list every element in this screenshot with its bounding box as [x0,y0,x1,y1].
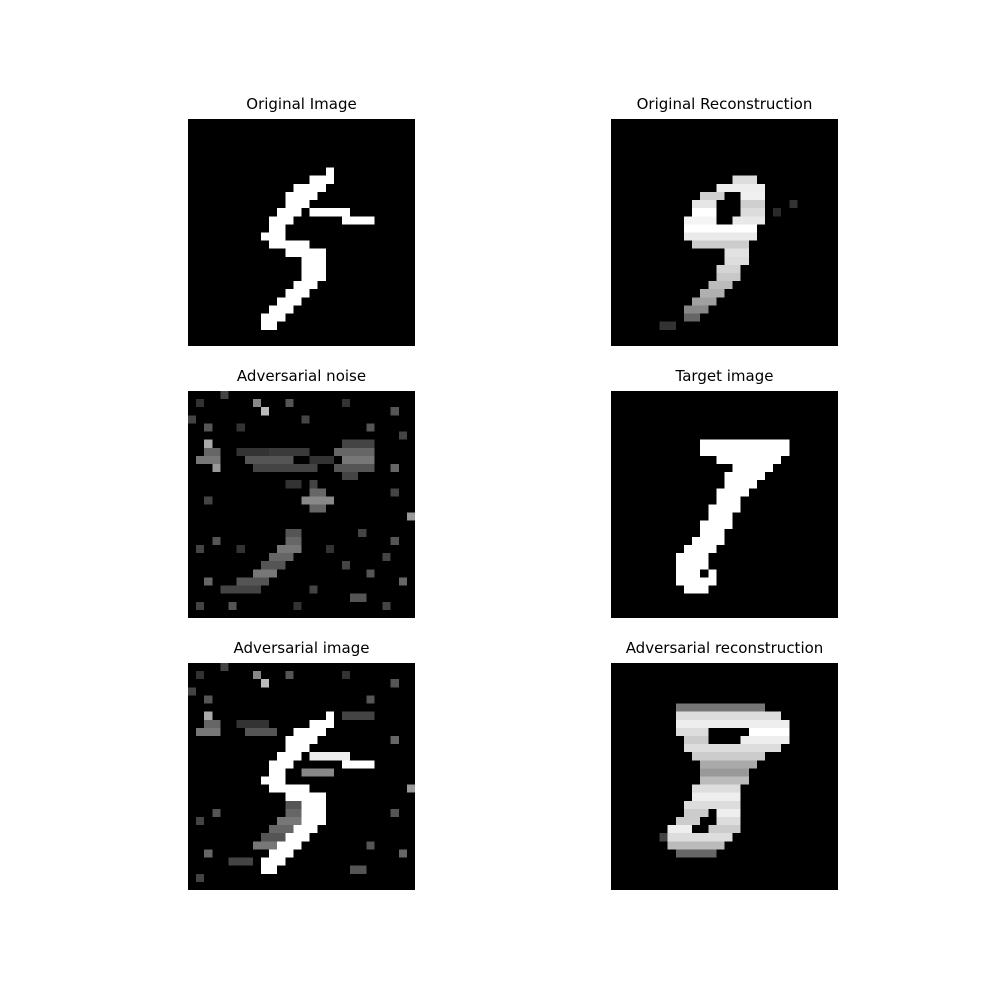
adversarial-reconstruction-digit [611,663,838,890]
panel-title: Adversarial reconstruction [625,639,824,657]
panel-title: Adversarial noise [236,367,367,385]
panel-adversarial-image: Adversarial image [188,639,415,890]
panel-target-image: Target image [611,367,838,618]
original-image-digit [188,119,415,346]
adversarial-noise-pattern [188,391,415,618]
panel-title: Target image [675,367,774,385]
panel-original-reconstruction: Original Reconstruction [611,95,838,346]
panel-adversarial-reconstruction: Adversarial reconstruction [611,639,838,890]
adversarial-image-digit [188,663,415,890]
panel-adversarial-noise: Adversarial noise [188,367,415,618]
original-reconstruction-digit [611,119,838,346]
target-image-digit [611,391,838,618]
panel-title: Original Reconstruction [636,95,813,113]
panel-title: Original Image [246,95,357,113]
panel-original-image: Original Image [188,95,415,346]
panel-title: Adversarial image [233,639,370,657]
